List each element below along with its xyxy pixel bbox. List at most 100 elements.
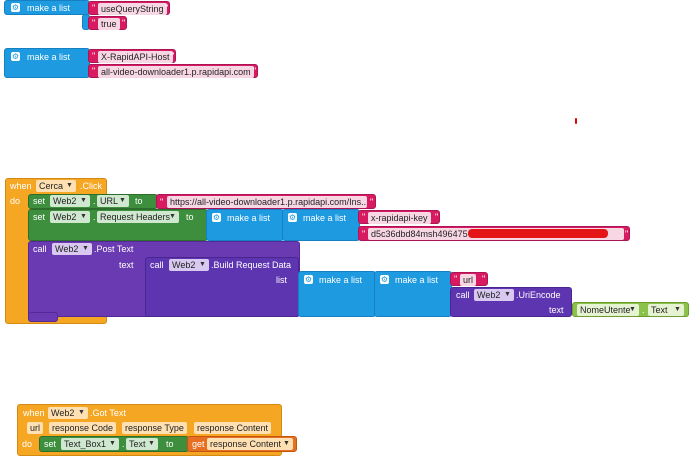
api-key-value: d5c36dbd84msh496475: [371, 229, 468, 239]
chevron-down-icon: ▼: [78, 409, 85, 416]
red-mark: [575, 118, 577, 124]
make-a-list-url-pair[interactable]: ⚙ make a list: [374, 271, 452, 317]
text-field[interactable]: true: [98, 18, 120, 30]
method-name: .UriEncode: [516, 290, 561, 300]
make-a-list-label: make a list: [319, 275, 363, 285]
component-name: Web2: [477, 290, 501, 300]
cerca-component-dropdown[interactable]: Cerca ▼: [36, 180, 76, 192]
make-a-list-label: make a list: [227, 213, 271, 223]
gear-icon[interactable]: ⚙: [11, 52, 20, 61]
get-label: get: [192, 439, 205, 449]
property-name: Request Headers: [100, 212, 171, 222]
chevron-down-icon: ▼: [629, 306, 636, 313]
chevron-down-icon: ▼: [283, 440, 290, 447]
gear-icon[interactable]: ⚙: [304, 275, 313, 284]
text-block-host-value[interactable]: " all-video-downloader1.p.rapidapi.com ": [88, 64, 258, 78]
chevron-down-icon: ▼: [119, 197, 126, 204]
to-label: to: [186, 212, 194, 222]
nomeutente-component-dropdown[interactable]: NomeUtente ▼: [577, 304, 639, 316]
gear-icon[interactable]: ⚙: [288, 213, 297, 222]
gear-icon[interactable]: ⚙: [380, 275, 389, 284]
web2-component-dropdown[interactable]: Web2 ▼: [52, 243, 92, 255]
property-name: Text: [651, 305, 668, 315]
chevron-down-icon: ▼: [82, 245, 89, 252]
param-url[interactable]: url: [27, 422, 44, 434]
text-socket-label: text: [549, 305, 564, 315]
make-a-list-headers[interactable]: ⚙ make a list: [206, 209, 284, 241]
param-response-code[interactable]: response Code: [49, 422, 117, 434]
make-a-list-label: make a list: [395, 275, 439, 285]
property-name: Text: [129, 439, 146, 449]
component-name: Cerca: [39, 181, 64, 191]
component-name: Web2: [53, 196, 77, 206]
response-content-var-dropdown[interactable]: response Content ▼: [207, 438, 293, 450]
chevron-down-icon: ▼: [148, 440, 155, 447]
make-a-list-block-1[interactable]: ⚙ make a list: [4, 0, 90, 15]
call-label: call: [456, 290, 470, 300]
web2-component-dropdown[interactable]: Web2 ▼: [48, 407, 88, 419]
chevron-down-icon: ▼: [674, 306, 681, 313]
set-label: set: [33, 212, 46, 222]
event-name: .Got Text: [90, 408, 126, 418]
chevron-down-icon: ▼: [80, 213, 87, 220]
component-name: Text_Box1: [64, 439, 107, 449]
text-property-dropdown[interactable]: Text ▼: [648, 304, 684, 316]
make-a-list-block-2[interactable]: ⚙ make a list: [4, 48, 90, 78]
set-label: set: [44, 439, 57, 449]
chevron-down-icon: ▼: [169, 213, 176, 220]
call-label: call: [150, 260, 164, 270]
text-property-dropdown[interactable]: Text ▼: [126, 438, 158, 450]
method-name: .Build Request Data: [211, 260, 292, 270]
text-field[interactable]: x-rapidapi-key: [368, 212, 431, 224]
text-field[interactable]: useQueryString: [98, 3, 167, 15]
component-name: Web2: [172, 260, 196, 270]
text-socket-label: text: [119, 260, 134, 270]
text-block-usequerystring[interactable]: " useQueryString ": [88, 1, 170, 15]
gear-icon[interactable]: ⚙: [212, 213, 221, 222]
text-field[interactable]: all-video-downloader1.p.rapidapi.com: [98, 66, 254, 78]
dot-label: .: [93, 196, 96, 206]
method-name: .Post Text: [94, 244, 134, 254]
text-block-rapidapi-key[interactable]: " x-rapidapi-key ": [358, 210, 440, 224]
make-a-list-key-value[interactable]: ⚙ make a list: [282, 209, 360, 241]
text-block-url-key[interactable]: " url ": [450, 272, 488, 286]
param-response-type[interactable]: response Type: [122, 422, 187, 434]
property-name: URL: [100, 196, 119, 206]
dot-label: .: [642, 305, 645, 315]
textbox1-component-dropdown[interactable]: Text_Box1 ▼: [61, 438, 119, 450]
chevron-down-icon: ▼: [109, 440, 116, 447]
do-label: do: [22, 439, 33, 449]
gear-icon[interactable]: ⚙: [11, 3, 20, 12]
text-block-x-rapidapi-host[interactable]: " X-RapidAPI-Host ": [88, 49, 176, 63]
param-response-content[interactable]: response Content: [194, 422, 272, 434]
variable-name: response Content: [210, 439, 282, 449]
make-a-list-label: make a list: [27, 3, 71, 13]
text-block-url[interactable]: " https://all-video-downloader1.p.rapida…: [156, 194, 376, 209]
list-socket-label: list: [276, 275, 287, 285]
text-field[interactable]: https://all-video-downloader1.p.rapidapi…: [167, 196, 367, 208]
text-field[interactable]: X-RapidAPI-Host: [98, 51, 173, 63]
chevron-down-icon: ▼: [504, 291, 511, 298]
when-label: when: [10, 181, 32, 191]
make-a-list-request-data[interactable]: ⚙ make a list: [298, 271, 376, 317]
text-field[interactable]: url: [460, 274, 477, 286]
dot-label: .: [122, 439, 125, 449]
dot-label: .: [93, 212, 96, 222]
url-property-dropdown[interactable]: URL ▼: [97, 195, 129, 207]
component-name: Web2: [55, 244, 79, 254]
web2-component-dropdown[interactable]: Web2 ▼: [474, 289, 514, 301]
chevron-down-icon: ▼: [199, 261, 206, 268]
set-label: set: [33, 196, 46, 206]
make-a-list-label: make a list: [303, 213, 347, 223]
component-name: Web2: [53, 212, 77, 222]
web2-component-dropdown[interactable]: Web2 ▼: [50, 211, 90, 223]
call-label: call: [33, 244, 47, 254]
text-block-true[interactable]: " true ": [88, 16, 127, 30]
do-label: do: [10, 196, 21, 206]
request-headers-property-dropdown[interactable]: Request Headers ▼: [97, 211, 179, 223]
post-text-foot: [28, 312, 58, 322]
redaction-scribble: [468, 229, 608, 238]
web2-component-dropdown[interactable]: Web2 ▼: [50, 195, 90, 207]
component-name: NomeUtente: [580, 305, 631, 315]
web2-component-dropdown[interactable]: Web2 ▼: [169, 259, 209, 271]
